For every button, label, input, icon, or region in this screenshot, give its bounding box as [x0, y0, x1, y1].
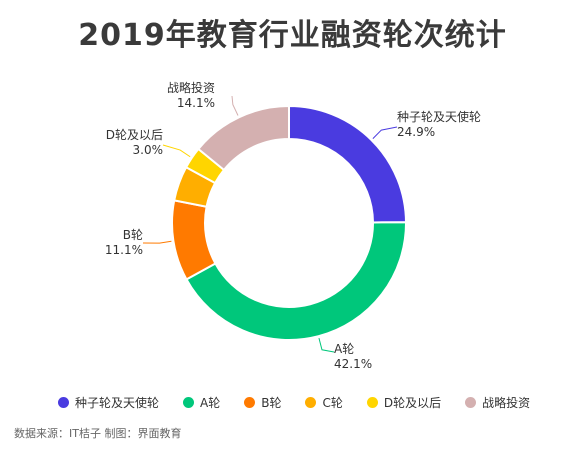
leader-line-0 [372, 126, 398, 139]
legend-label-5: 战略投资 [482, 395, 531, 410]
legend-swatch-1 [183, 396, 195, 408]
slice-1 [185, 221, 407, 341]
legend-swatch-3 [305, 396, 317, 408]
legend-item-0: 种子轮及天使轮 [58, 394, 159, 411]
legend-swatch-2 [244, 396, 256, 408]
slice-label-name-4: D轮及以后 [106, 128, 163, 142]
legend-label-0: 种子轮及天使轮 [75, 395, 160, 410]
slice-label-value-2: 11.1% [105, 243, 143, 257]
leader-line-2 [142, 240, 172, 244]
slice-label-name-1: A轮 [334, 342, 354, 356]
slice-2 [171, 199, 217, 281]
slice-label-value-5: 14.1% [177, 96, 215, 110]
legend-item-4: D轮及以后 [366, 394, 442, 411]
legend-item-5: 战略投资 [465, 394, 530, 411]
slice-label-value-4: 3.0% [133, 143, 164, 157]
legend-label-1: A轮 [200, 395, 221, 410]
legend-label-2: B轮 [261, 395, 282, 410]
chart-title: 2019年教育行业融资轮次统计 [78, 18, 507, 53]
slice-label-name-5: 战略投资 [167, 80, 215, 95]
legend-item-3: C轮 [305, 394, 343, 411]
slice-label-value-1: 42.1% [334, 357, 372, 371]
legend-item-2: B轮 [244, 394, 281, 411]
slice-label-name-2: B轮 [123, 228, 143, 242]
leader-line-1 [318, 338, 335, 353]
legend-item-1: A轮 [183, 394, 220, 411]
legend-label-4: D轮及以后 [383, 395, 442, 410]
slice-5 [196, 104, 290, 172]
legend-label-3: C轮 [322, 395, 343, 410]
legend-swatch-4 [366, 396, 378, 408]
legend-swatch-5 [465, 396, 477, 408]
slice-label-value-0: 24.9% [397, 125, 435, 139]
source-note: 数据来源：IT桔子 制图：界面教育 [14, 427, 182, 440]
slice-0 [288, 104, 408, 224]
slice-label-name-0: 种子轮及天使轮 [397, 109, 481, 124]
leader-line-4 [162, 144, 191, 158]
legend-swatch-0 [58, 396, 69, 408]
leader-line-5 [231, 95, 239, 116]
chart-legend: 种子轮及天使轮 A轮 B轮 C轮 D轮及以后 战略投资 [58, 392, 558, 412]
